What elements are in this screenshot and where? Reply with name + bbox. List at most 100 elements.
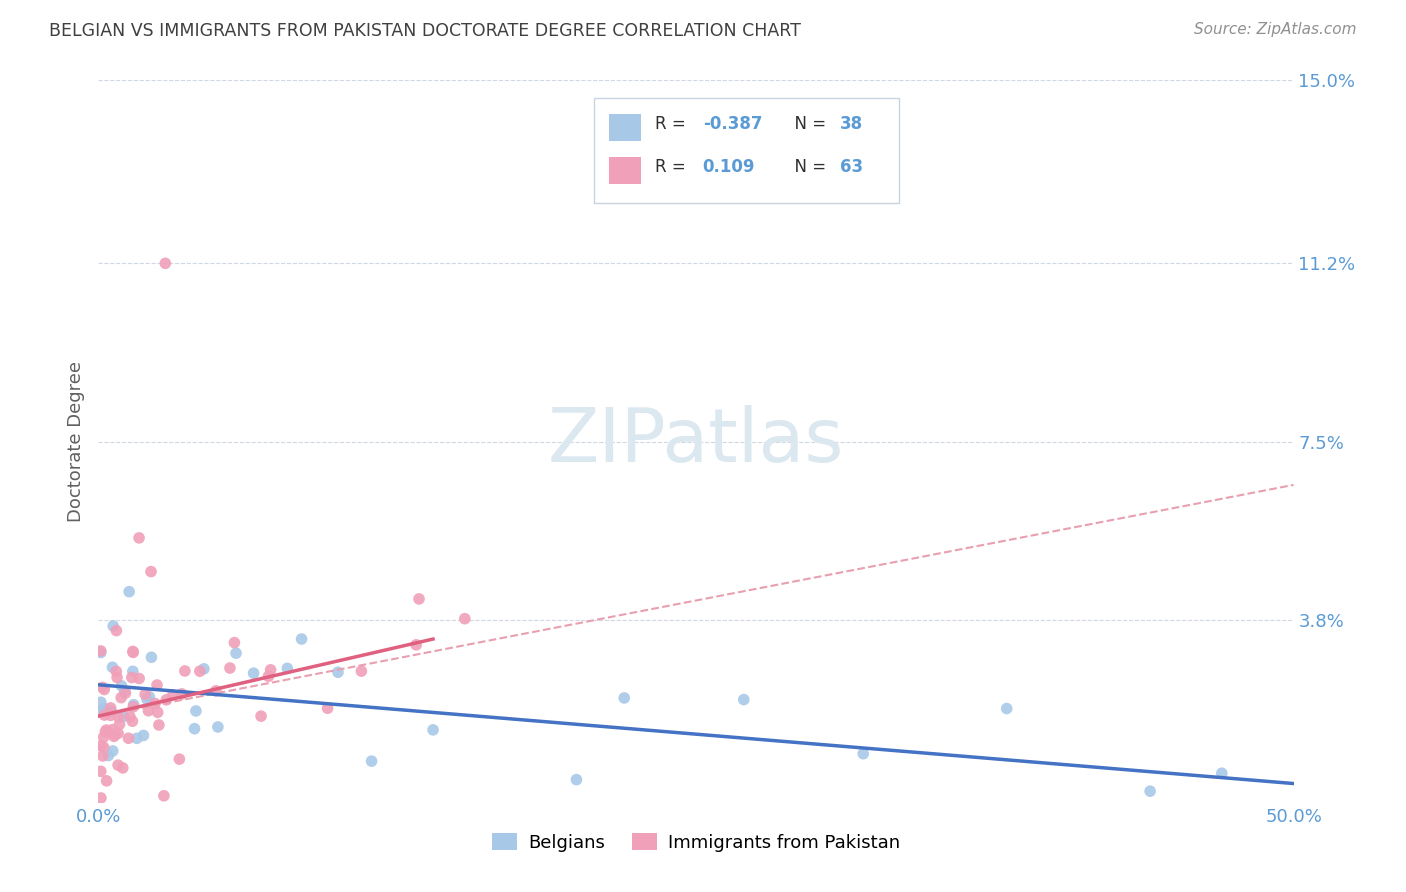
Point [184,704,207,718]
Point [93,740,115,755]
Text: ZIPatlas: ZIPatlas [548,405,844,478]
Point [225,646,247,660]
Point [108,717,131,731]
Text: BELGIAN VS IMMIGRANTS FROM PAKISTAN DOCTORATE DEGREE CORRELATION CHART: BELGIAN VS IMMIGRANTS FROM PAKISTAN DOCT… [49,22,801,40]
Text: R =: R = [655,115,690,133]
Point [118,710,141,724]
Point [121,714,143,729]
Point [117,731,139,746]
Point [100,708,122,723]
Point [224,635,246,649]
Point [143,697,166,711]
Point [146,706,169,720]
Point [107,726,129,740]
Point [90,695,112,709]
Point [122,644,145,658]
Point [114,686,136,700]
Point [183,722,205,736]
Point [107,710,129,724]
Text: N =: N = [785,115,831,133]
Point [138,690,160,704]
Point [90,646,112,660]
Point [112,709,135,723]
Point [90,705,112,719]
Point [122,698,145,712]
FancyBboxPatch shape [609,157,641,185]
Point [118,584,141,599]
Point [110,690,132,705]
Point [852,747,875,761]
Point [100,701,122,715]
Point [93,701,115,715]
Point [90,764,112,779]
Point [114,683,136,698]
Point [97,748,120,763]
Point [219,661,242,675]
Point [90,739,112,753]
Point [169,752,191,766]
Point [454,612,477,626]
Point [155,256,177,270]
Point [153,789,176,803]
Point [205,683,228,698]
Point [91,681,114,695]
Point [326,665,349,680]
Point [193,662,215,676]
Point [565,772,588,787]
Point [105,624,128,638]
Point [96,723,118,737]
Point [101,744,124,758]
Point [138,704,160,718]
Point [174,664,197,678]
Point [146,678,169,692]
Text: 0.109: 0.109 [703,158,755,176]
Point [121,665,143,679]
Point [94,724,117,739]
Point [121,671,143,685]
Point [1211,766,1233,780]
Point [90,791,112,805]
Point [107,758,129,772]
Point [148,718,170,732]
Point [104,727,127,741]
Point [141,650,163,665]
Point [93,708,115,723]
Point [350,664,373,678]
Point [103,729,125,743]
Point [316,701,339,715]
Point [90,644,112,658]
Point [188,665,211,679]
Point [422,723,444,737]
Point [360,754,382,768]
Point [162,688,184,702]
Point [101,660,124,674]
Text: N =: N = [785,158,831,176]
Point [96,773,118,788]
Point [103,619,125,633]
Point [136,692,159,706]
Point [128,672,150,686]
Point [242,666,264,681]
Point [132,728,155,742]
Point [250,709,273,723]
Point [122,645,145,659]
Point [134,687,156,701]
Point [110,679,132,693]
Point [291,632,314,646]
Point [93,730,115,744]
Point [170,687,193,701]
Point [101,723,124,737]
FancyBboxPatch shape [595,98,900,203]
Point [276,661,298,675]
Text: R =: R = [655,158,690,176]
Point [259,663,281,677]
Y-axis label: Doctorate Degree: Doctorate Degree [66,361,84,522]
Text: -0.387: -0.387 [703,115,762,133]
Point [122,699,145,714]
Point [733,692,755,706]
Point [93,682,115,697]
Point [155,693,177,707]
Point [408,591,430,606]
Legend: Belgians, Immigrants from Pakistan: Belgians, Immigrants from Pakistan [485,826,907,859]
Point [1139,784,1161,798]
